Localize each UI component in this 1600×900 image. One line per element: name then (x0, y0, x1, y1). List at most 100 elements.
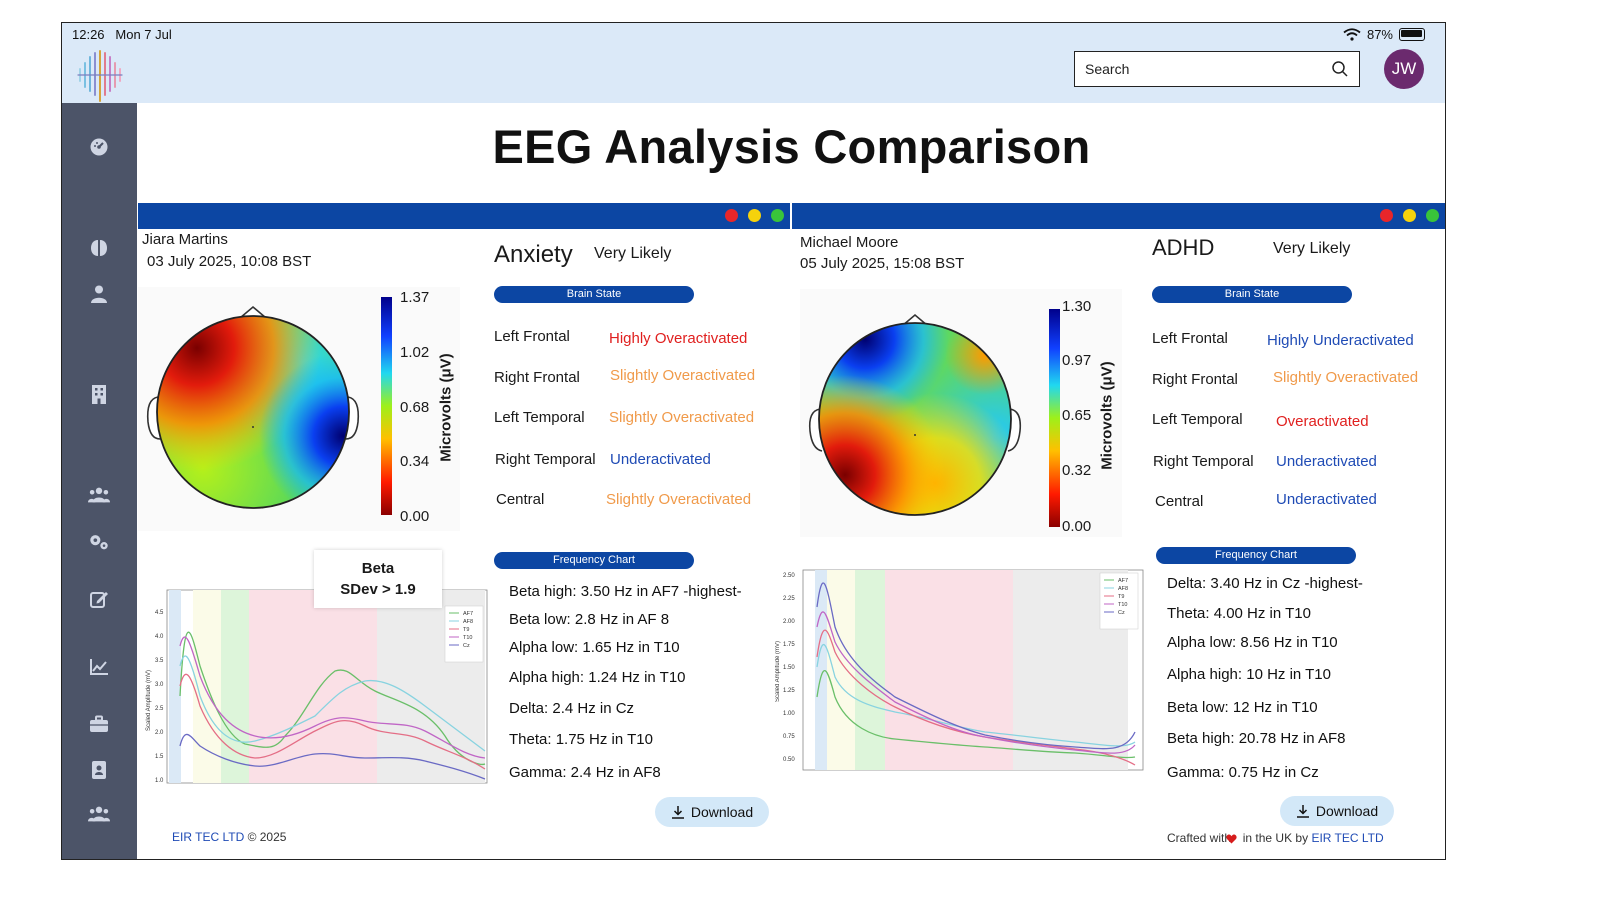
colorbar-tick: 0.32 (1062, 462, 1092, 479)
likelihood-label: Very Likely (594, 245, 672, 262)
y-tick: 2.00 (783, 619, 795, 625)
y-tick: 2.25 (783, 596, 795, 602)
brain-icon[interactable] (88, 237, 110, 259)
download-icon (1296, 805, 1309, 818)
frequency-item: Beta low: 2.8 Hz in AF 8 (509, 611, 670, 628)
edit-icon[interactable] (88, 588, 110, 610)
legend-item: T9 (463, 627, 469, 633)
frequency-item: Delta: 3.40 Hz in Cz -highest- (1167, 575, 1363, 592)
doctor-icon[interactable] (88, 283, 110, 305)
y-tick: 4.5 (155, 610, 164, 616)
region-state: Highly Overactivated (609, 330, 748, 347)
region-state: Underactivated (1276, 491, 1377, 508)
settings-icon[interactable] (88, 531, 110, 553)
company-link[interactable]: EIR TEC LTD (1311, 831, 1384, 845)
frequency-chart-pill: Frequency Chart (494, 552, 694, 569)
footer-right: Crafted with in the UK by EIR TEC LTD (1167, 831, 1384, 845)
y-tick: 1.0 (155, 778, 164, 784)
right-panel-titlebar (792, 203, 1445, 229)
maximize-dot-icon[interactable] (771, 209, 784, 222)
legend-item: AF7 (463, 611, 473, 617)
search-icon[interactable] (1331, 60, 1349, 78)
download-icon (671, 806, 684, 819)
top-bar: 12:26 Mon 7 Jul 87% JW (62, 23, 1445, 103)
region-label: Central (496, 491, 545, 508)
region-state: Slightly Overactivated (610, 367, 756, 384)
search-box[interactable] (1074, 51, 1360, 87)
colorbar-tick: 1.37 (400, 289, 430, 306)
region-label: Left Frontal (1152, 330, 1228, 347)
battery-icon (1399, 28, 1425, 41)
y-tick: 0.75 (783, 734, 795, 740)
building-icon[interactable] (88, 383, 110, 405)
region-label: Left Frontal (494, 328, 570, 345)
condition-label: Anxiety (494, 241, 573, 268)
frequency-item: Beta high: 20.78 Hz in AF8 (1167, 730, 1346, 747)
frequency-item: Alpha low: 8.56 Hz in T10 (1167, 634, 1338, 651)
colorbar-tick: 1.30 (1062, 298, 1092, 315)
legend-item: T10 (463, 635, 472, 641)
colorbar-tick: 0.34 (400, 453, 430, 470)
search-input[interactable] (1083, 60, 1317, 78)
user-avatar[interactable]: JW (1384, 49, 1424, 89)
y-tick: 2.5 (155, 706, 164, 712)
colorbar-label: Microvolts (μV) (437, 353, 455, 462)
frequency-item: Gamma: 2.4 Hz in AF8 (509, 764, 661, 781)
brand-logo (77, 50, 123, 102)
colorbar-tick: 0.65 (1062, 407, 1092, 424)
y-tick: 1.25 (783, 688, 795, 694)
close-dot-icon[interactable] (1380, 209, 1393, 222)
minimize-dot-icon[interactable] (748, 209, 761, 222)
frequency-item: Delta: 2.4 Hz in Cz (509, 700, 635, 717)
page-title: EEG Analysis Comparison (492, 120, 1091, 173)
colorbar-tick: 1.02 (400, 344, 430, 361)
likelihood-label: Very Likely (1273, 240, 1351, 257)
company-link[interactable]: EIR TEC LTD (172, 830, 245, 844)
region-state: Slightly Overactivated (609, 409, 755, 426)
y-axis-label: Scaled Amplitude (mV) (775, 641, 781, 702)
region-label: Right Temporal (495, 451, 596, 468)
patient-name: Michael Moore (800, 234, 899, 251)
status-indicators: 87% (1343, 27, 1425, 42)
recording-date: 05 July 2025, 15:08 BST (800, 255, 965, 272)
colorbar-tick: 0.00 (1062, 518, 1092, 535)
colorbar-tick: 0.00 (400, 508, 430, 525)
team-icon[interactable] (88, 484, 110, 506)
download-label: Download (690, 804, 754, 820)
recording-date: 03 July 2025, 10:08 BST (147, 253, 312, 270)
dashboard-icon[interactable] (88, 136, 110, 158)
contacts-icon[interactable] (88, 759, 110, 781)
download-label: Download (1315, 803, 1379, 819)
y-tick: 1.5 (155, 754, 164, 760)
topomap-left (138, 287, 460, 531)
frequency-item: Alpha low: 1.65 Hz in T10 (509, 639, 680, 656)
minimize-dot-icon[interactable] (1403, 209, 1416, 222)
region-label: Left Temporal (494, 409, 585, 426)
y-tick: 1.50 (783, 665, 795, 671)
chart-icon[interactable] (88, 656, 110, 678)
frequency-item: Alpha high: 1.24 Hz in T10 (509, 669, 686, 686)
y-tick: 3.5 (155, 658, 164, 664)
legend-item: AF7 (1118, 578, 1128, 584)
heart-icon (1226, 834, 1237, 844)
patients-icon[interactable] (88, 803, 110, 825)
y-axis-label: Scaled Amplitude (mV) (146, 670, 152, 731)
legend-item: Cz (463, 643, 470, 649)
region-state: Slightly Overactivated (1273, 369, 1419, 386)
frequency-item: Beta high: 3.50 Hz in AF7 -highest- (509, 583, 742, 600)
maximize-dot-icon[interactable] (1426, 209, 1439, 222)
topomap-right (800, 289, 1122, 537)
download-button[interactable]: Download (655, 797, 769, 827)
download-button[interactable]: Download (1280, 796, 1394, 826)
region-state: Highly Underactivated (1267, 332, 1414, 349)
frequency-chart-right: 2.50 2.25 2.00 1.75 1.50 1.25 1.00 0.75 … (775, 567, 1145, 773)
close-dot-icon[interactable] (725, 209, 738, 222)
region-label: Right Frontal (494, 369, 580, 386)
region-state: Underactivated (610, 451, 711, 468)
sidebar (62, 103, 137, 859)
region-state: Slightly Overactivated (606, 491, 752, 508)
briefcase-icon[interactable] (88, 713, 110, 735)
region-label: Right Frontal (1152, 371, 1238, 388)
frequency-item: Beta low: 12 Hz in T10 (1167, 699, 1318, 716)
frequency-item: Alpha high: 10 Hz in T10 (1167, 666, 1331, 683)
